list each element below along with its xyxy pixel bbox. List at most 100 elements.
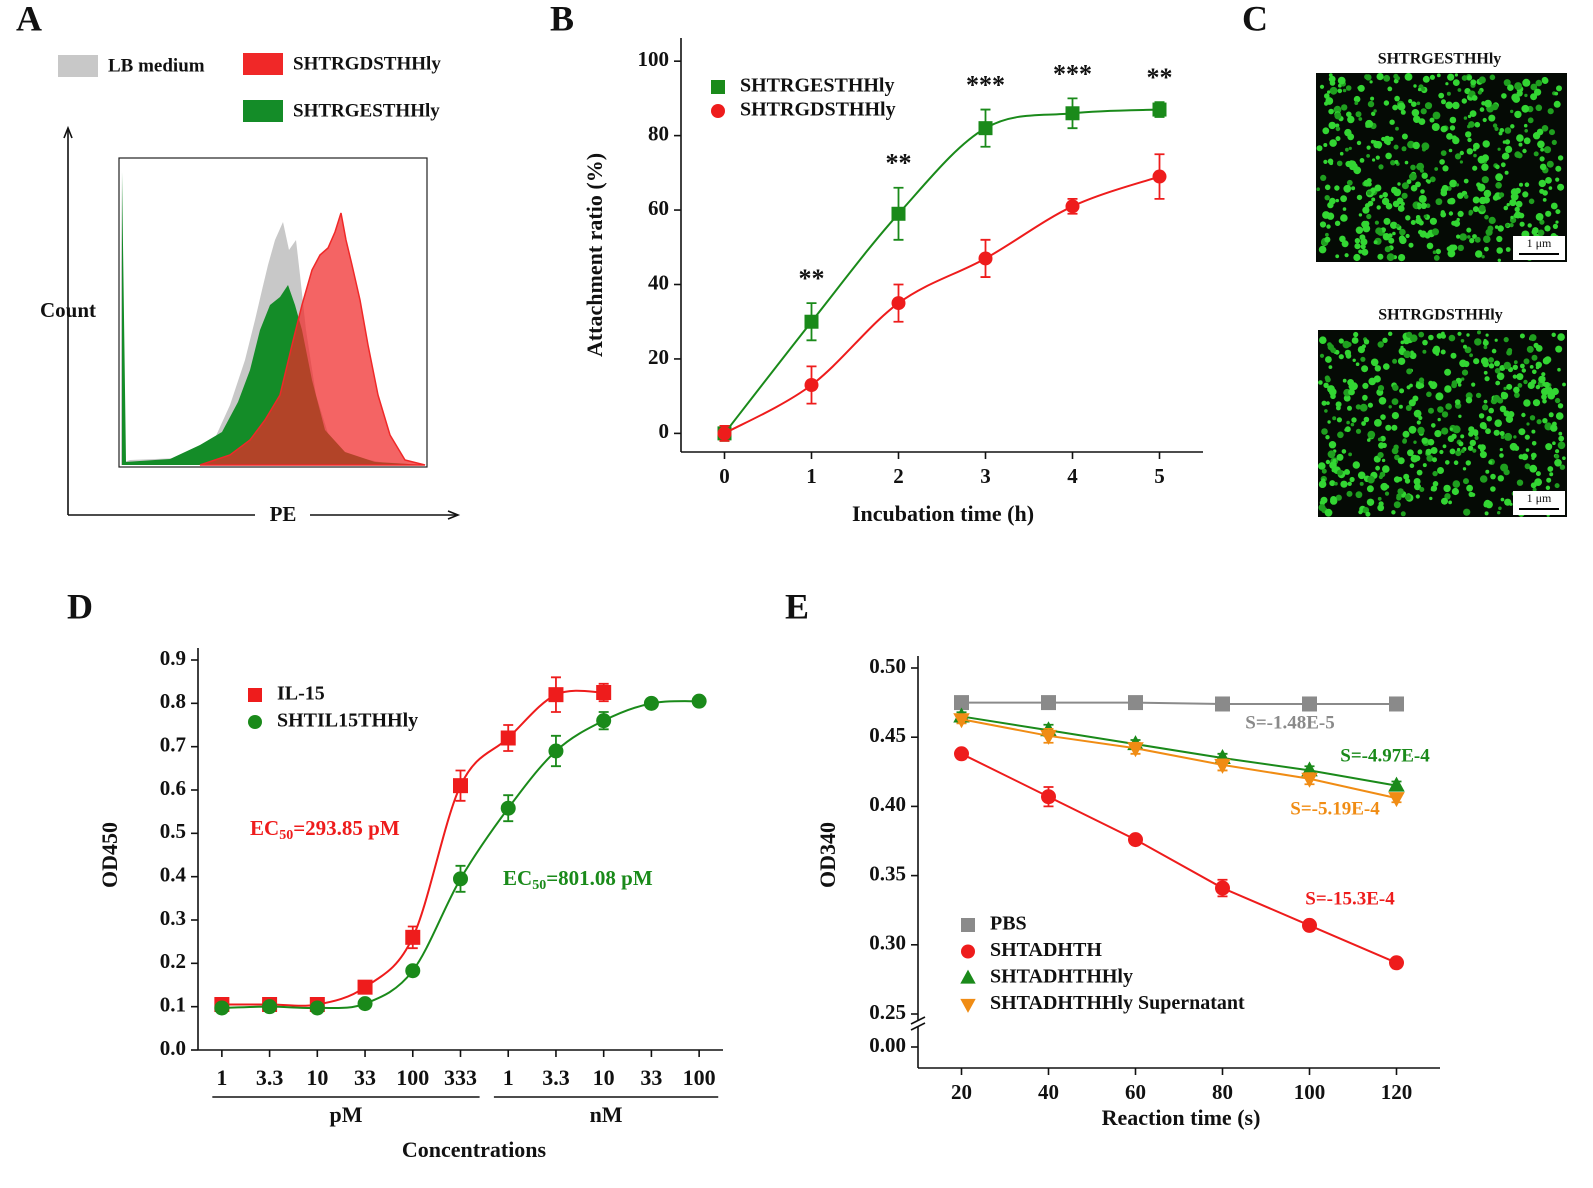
cell xyxy=(1328,441,1337,449)
cell xyxy=(1557,403,1564,409)
cell xyxy=(1523,358,1530,365)
cell xyxy=(1533,342,1539,348)
cell xyxy=(1316,145,1323,152)
cell xyxy=(1390,221,1398,229)
cell xyxy=(1406,179,1412,185)
cell xyxy=(1492,123,1498,128)
cell xyxy=(1510,215,1514,220)
legend-marker xyxy=(960,969,976,984)
cell xyxy=(1325,232,1329,237)
scale-bar-label: 1 μm xyxy=(1527,491,1552,505)
cell xyxy=(1500,497,1505,502)
cell xyxy=(1384,246,1391,253)
cell xyxy=(1397,476,1403,482)
cell xyxy=(1497,258,1502,262)
cell xyxy=(1514,151,1521,158)
cell xyxy=(1555,449,1560,454)
cell xyxy=(1465,131,1472,138)
cell xyxy=(1446,246,1452,252)
cell xyxy=(1397,488,1404,495)
cell xyxy=(1532,369,1537,375)
legend-label: SHTADHTHHly xyxy=(990,966,1133,988)
cell xyxy=(1463,478,1469,485)
cell xyxy=(1419,487,1425,492)
cell xyxy=(1378,397,1387,405)
scale-box xyxy=(1513,236,1565,260)
cell xyxy=(1450,352,1457,359)
cell xyxy=(1412,141,1420,150)
cell xyxy=(1327,201,1334,209)
cell xyxy=(1400,109,1406,115)
data-point xyxy=(954,746,969,762)
cell xyxy=(1374,419,1382,427)
data-point xyxy=(1301,772,1318,788)
cell xyxy=(1507,348,1513,353)
x-tick-label: 1 xyxy=(216,1065,227,1090)
cell xyxy=(1527,117,1534,124)
cell xyxy=(1556,85,1562,92)
y-tick-label: 0.2 xyxy=(160,949,186,973)
cell xyxy=(1377,437,1382,442)
cell xyxy=(1422,349,1427,354)
significance: *** xyxy=(966,71,1005,100)
cell xyxy=(1457,210,1464,217)
cell xyxy=(1451,135,1457,141)
cell xyxy=(1328,108,1334,115)
cell xyxy=(1468,426,1475,433)
cell xyxy=(1356,194,1363,201)
cell xyxy=(1415,181,1421,188)
cell xyxy=(1495,164,1500,170)
cell xyxy=(1372,189,1376,194)
cell xyxy=(1350,382,1358,391)
cell xyxy=(1410,164,1416,171)
cell xyxy=(1510,109,1514,114)
cell xyxy=(1376,205,1381,210)
cell xyxy=(1321,478,1326,483)
cell xyxy=(1527,223,1532,228)
cell xyxy=(1505,247,1511,252)
y-tick-label: 20 xyxy=(648,345,669,369)
cell xyxy=(1515,200,1523,208)
cell xyxy=(1340,195,1347,203)
cell xyxy=(1472,448,1477,453)
cell xyxy=(1334,220,1341,226)
cell xyxy=(1512,374,1517,379)
cell xyxy=(1428,244,1434,249)
cell xyxy=(1431,423,1436,428)
cell xyxy=(1414,455,1421,462)
cell xyxy=(1538,179,1547,188)
cell xyxy=(1404,73,1413,81)
cell xyxy=(1494,126,1499,131)
cell xyxy=(1329,86,1338,95)
cell xyxy=(1469,238,1475,244)
data-point xyxy=(453,778,468,794)
cell xyxy=(1535,471,1541,477)
data-point xyxy=(891,206,906,221)
x-tick-label: 1 xyxy=(806,464,817,488)
cell xyxy=(1445,460,1450,465)
legend-swatch xyxy=(243,53,283,75)
cell xyxy=(1399,236,1407,245)
cell xyxy=(1460,449,1465,453)
cell xyxy=(1551,332,1556,337)
cell xyxy=(1460,434,1465,439)
data-point xyxy=(717,426,732,441)
cell xyxy=(1342,88,1347,93)
x-tick-label: 120 xyxy=(1381,1080,1413,1104)
cell xyxy=(1473,153,1477,158)
cell xyxy=(1553,100,1561,108)
cell xyxy=(1552,441,1556,446)
cell xyxy=(1549,129,1555,136)
cell xyxy=(1483,189,1492,198)
cell xyxy=(1400,511,1406,517)
cell xyxy=(1503,386,1507,391)
cell xyxy=(1542,198,1547,202)
cell xyxy=(1365,123,1370,128)
legend-label: SHTRGDSTHHly xyxy=(293,53,441,74)
cell xyxy=(1465,397,1473,404)
x-axis-title: Concentrations xyxy=(402,1137,547,1162)
cell xyxy=(1373,240,1378,245)
cell xyxy=(1547,466,1554,472)
data-point xyxy=(500,800,516,816)
cell xyxy=(1328,121,1336,130)
